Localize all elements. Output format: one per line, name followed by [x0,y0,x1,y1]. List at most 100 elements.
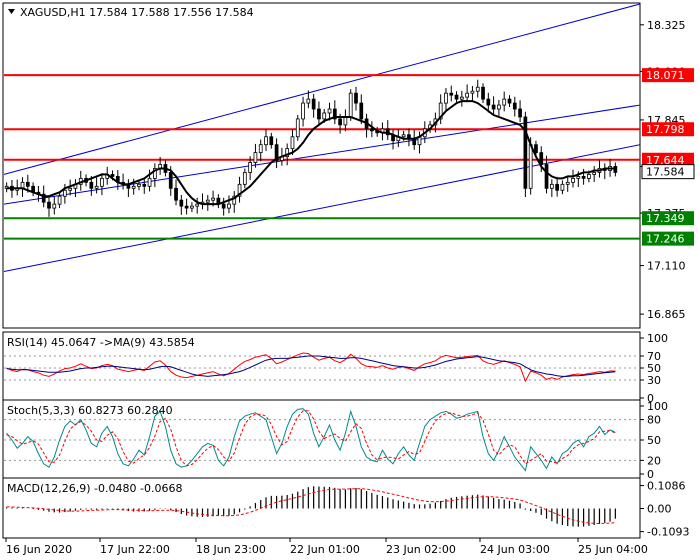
macd-axis-label: 0.00 [647,503,672,516]
candle-body [285,148,290,157]
rsi-series-line [6,352,616,383]
candle-body [100,177,104,187]
candle-body [449,92,454,96]
channel-line-upper [3,3,641,175]
candle-body [534,144,538,154]
candle-body [242,172,247,185]
candle-body [253,152,258,163]
level-label: 18.071 [646,69,685,82]
candle-body [290,136,295,150]
candle-body [152,168,157,179]
symbol-marker-icon [8,9,15,14]
candle-body [502,98,507,106]
level-label: 17.644 [646,154,685,167]
level-label: 17.349 [646,212,685,225]
candle-body [317,108,321,120]
candle-body [258,144,263,154]
candle-body [174,187,178,201]
candle-body [57,195,62,205]
candle-body [131,185,136,189]
channel-line-middle [3,104,641,205]
candle-body [89,181,94,189]
macd-axis-label: 0.1086 [647,480,686,493]
candle-body [491,104,496,110]
candle-body [41,193,46,203]
candle-body [274,144,279,161]
candle-body [211,197,215,201]
stoch-axis-label: 50 [647,434,661,447]
candle-body [507,98,512,104]
candle-body [168,172,173,189]
candle-body [454,94,459,100]
candle-body [52,203,57,209]
stoch-axis-label: 0 [647,468,654,481]
candle-body [248,162,252,173]
candle-body [147,177,152,187]
candle-body [555,183,559,191]
candle-body [301,102,305,120]
candle-body [295,118,300,138]
x-axis: 16 Jun 2020 17 Jun 22:00 18 Jun 23:00 22 Ju… [5,538,648,556]
candle-body [370,128,374,132]
candle-body [322,112,327,120]
candle-body [481,86,485,100]
stoch-series-line [6,408,616,472]
stoch-panel-title: Stoch(5,3,3) 60.8273 60.2840 [7,404,173,417]
candle-body [348,92,353,118]
candle-body [470,90,475,94]
stoch-axis-label: 20 [647,454,661,467]
price-panel-frame [2,2,641,329]
candle-body [565,181,570,185]
candle-body [549,183,554,189]
candle-body [332,108,337,120]
level-tag [642,231,694,246]
rsi-axis-label: 70 [647,350,661,363]
rsi-axis-label: 30 [647,374,661,387]
candle-body [190,205,194,209]
candle-body [142,183,147,187]
x-axis-label: 18 Jun 23:00 [196,543,266,556]
price-axis-label: 17.110 [647,260,686,273]
candle-body [94,185,99,189]
x-axis-label: 24 Jun 03:00 [480,543,550,556]
macd-panel-title: MACD(12,26,9) -0.0480 -0.0668 [7,482,182,495]
candle-body [205,199,210,203]
candle-body [465,92,470,98]
candle-body [110,174,115,177]
candle-body [306,98,311,104]
candle-body [68,187,73,191]
candle-body [327,108,332,114]
candle-body [497,104,501,110]
candle-body [512,102,517,110]
candle-body [544,164,549,189]
candle-body [587,174,591,179]
x-axis-label: 16 Jun 2020 [6,543,72,556]
candle-body [232,195,237,205]
level-label: 17.798 [646,123,685,136]
candle-body [571,177,575,183]
price-axis-label: 18.325 [647,19,686,32]
candle-body [137,183,141,187]
x-axis-label: 17 Jun 22:00 [100,543,170,556]
channel-line-lower [3,144,641,273]
x-axis-label: 23 Jun 02:00 [386,543,456,556]
candle-body [311,98,316,110]
candle-body [179,199,184,207]
stoch-axis-label: 80 [647,414,661,427]
macd-axis-label: -0.1093 [647,526,689,539]
candle-body [227,203,231,209]
stoch-axis-label: 100 [647,400,668,413]
candle-body [343,116,348,126]
level-label: 17.246 [646,233,685,246]
level-tag [642,122,694,137]
price-axis-label: 16.865 [647,308,686,321]
candle-body [475,86,480,92]
candle-body [523,116,528,189]
stoch-series-line [6,410,616,467]
rsi-axis-label: 50 [647,362,661,375]
macd-signal-line [6,488,616,525]
candle-body [47,201,51,209]
current-price-label: 17.584 [646,166,685,179]
